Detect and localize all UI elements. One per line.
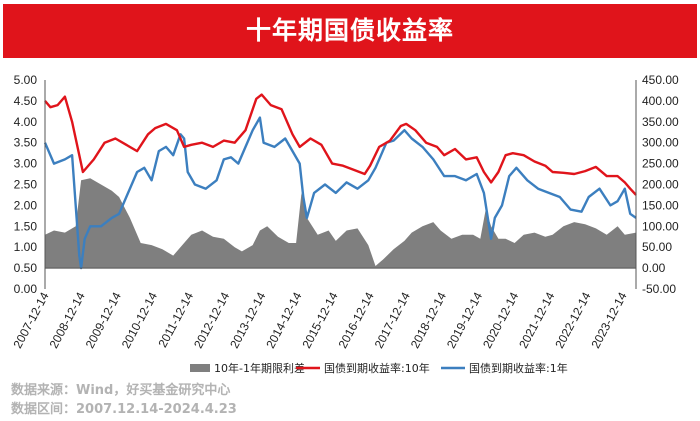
x-tick-label: 2020-12-14 [480,290,521,351]
lines-layer [43,93,637,270]
right-tick-label: 100.00 [642,219,679,233]
left-tick-label: 4.50 [14,94,38,108]
left-tick-label: 4.00 [14,115,38,129]
legend-label: 10年-1年期限利差 [214,361,305,375]
left-tick-label: 1.50 [14,219,38,233]
right-tick-label: 0.00 [642,261,666,275]
x-tick-label: 2009-12-14 [83,290,124,351]
x-tick-label: 2015-12-14 [299,290,340,351]
right-tick-label: 350.00 [642,115,679,129]
left-tick-label: 3.00 [14,157,38,171]
chart-title: 十年期国债收益率 [245,16,454,45]
left-tick-label: 0.00 [14,282,38,296]
left-tick-label: 5.00 [14,73,38,87]
right-tick-label: 200.00 [642,178,679,192]
x-tick-label: 2007-12-14 [10,290,51,351]
x-tick-label: 2018-12-14 [408,290,449,351]
right-tick-label: 450.00 [642,73,679,87]
x-tick-label: 2013-12-14 [227,290,268,351]
yield-1y-line [43,116,637,270]
x-tick-label: 2023-12-14 [588,290,629,351]
left-tick-label: 2.00 [14,198,38,212]
x-tick-label: 2010-12-14 [119,290,160,351]
spread-layer [45,178,636,269]
yield-10y-line [44,93,637,196]
x-tick-label: 2022-12-14 [552,290,593,351]
spread-area [45,178,636,269]
x-tick-label: 2008-12-14 [47,290,88,351]
date-range-line: 数据区间：2007.12.14-2024.4.23 [11,402,237,417]
right-tick-label: 250.00 [642,157,679,171]
source-line: 数据来源：Wind，好买基金研究中心 [11,383,231,398]
legend-swatch [190,364,210,372]
x-tick-label: 2011-12-14 [155,290,196,350]
right-tick-label: -50.00 [642,282,676,296]
title-banner: 十年期国债收益率 [3,4,697,58]
legend-label: 国债到期收益率:10年 [324,361,430,375]
right-tick-label: 150.00 [642,198,679,212]
right-axis-ticks: -50.00 0.00 50.00 100.00 150.00 200.00 250.00 3… [642,73,679,296]
right-tick-label: 50.00 [642,240,672,254]
x-tick-label: 2019-12-14 [444,290,485,351]
axes-layer [44,80,637,289]
x-axis-ticks: 2007-12-142008-12-142009-12-142010-12-14… [10,290,629,351]
left-tick-label: 1.00 [14,240,38,254]
legend: 10年-1年期限利差 国债到期收益率:10年 国债到期收益率:1年 [190,361,568,375]
left-tick-label: 3.50 [14,136,38,150]
x-tick-label: 2016-12-14 [336,290,377,351]
x-tick-label: 2021-12-14 [516,290,557,351]
x-tick-label: 2012-12-14 [191,290,232,351]
x-tick-label: 2014-12-14 [263,290,304,351]
right-tick-label: 300.00 [642,136,679,150]
left-axis-ticks: 0.00 0.50 1.00 1.50 2.00 2.50 3.00 3.50 4.00 4.50… [14,73,38,296]
legend-label: 国债到期收益率:1年 [469,361,568,375]
left-tick-label: 2.50 [14,178,38,192]
x-tick-label: 2017-12-14 [372,290,413,351]
right-tick-label: 400.00 [642,94,679,108]
left-tick-label: 0.50 [14,261,38,275]
yield-chart: 0.00 0.50 1.00 1.50 2.00 2.50 3.00 3.50 4.00 4.50… [10,73,679,375]
